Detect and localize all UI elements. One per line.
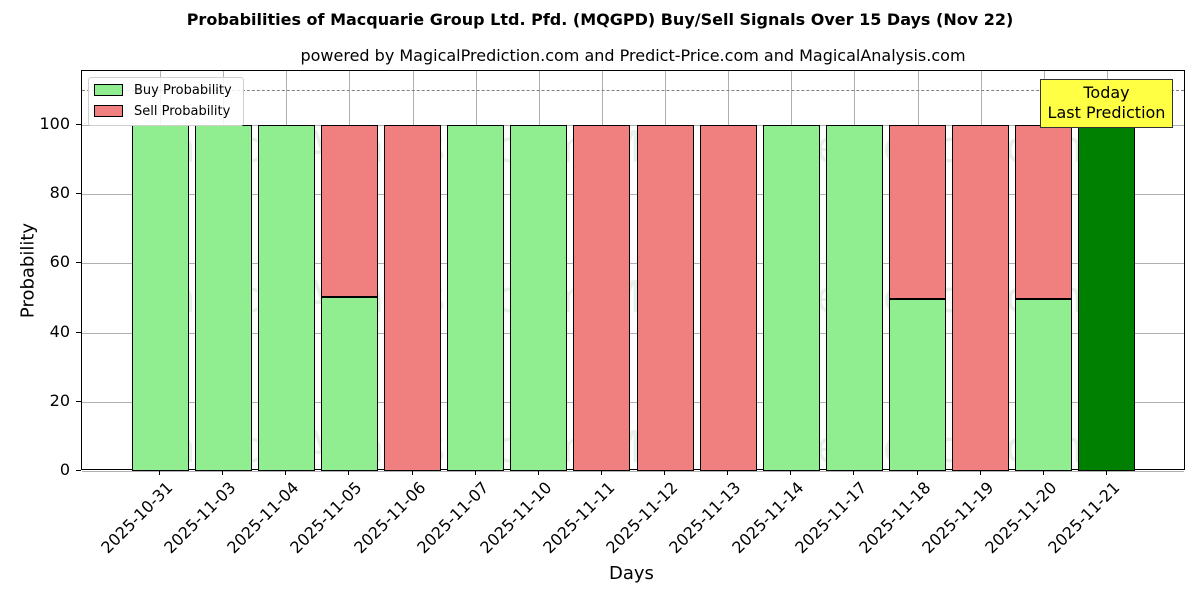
legend: Buy Probability Sell Probability <box>88 77 244 126</box>
x-tick-mark <box>600 470 602 475</box>
x-tick-mark <box>790 470 792 475</box>
bar-buy <box>194 125 252 471</box>
annotation-line2: Last Prediction <box>1047 103 1166 122</box>
x-tick-mark <box>1105 470 1107 475</box>
plot-area: MagicalAnalysis.comMagicalPrediction.com… <box>81 70 1185 473</box>
y-tick-mark <box>76 124 81 125</box>
bar-buy <box>257 125 315 471</box>
y-tick-mark <box>76 262 81 264</box>
x-tick-mark <box>474 470 476 475</box>
y-tick-label: 0 <box>59 460 70 479</box>
bar-sell <box>889 125 947 300</box>
legend-item-buy: Buy Probability <box>93 81 232 99</box>
x-tick-mark <box>979 470 981 475</box>
legend-sell-label: Sell Probability <box>134 103 231 119</box>
x-tick-mark <box>537 470 539 475</box>
legend-buy-label: Buy Probability <box>134 82 232 98</box>
y-tick-mark <box>76 400 81 402</box>
y-tick-label: 100 <box>39 114 70 133</box>
x-tick-mark <box>159 470 160 475</box>
grid-line-h <box>82 401 1184 403</box>
bar-sell <box>952 125 1010 471</box>
bar-buy <box>320 296 378 471</box>
y-tick-mark <box>76 470 81 471</box>
y-tick-label: 60 <box>49 252 70 272</box>
bar-buy <box>1015 299 1073 471</box>
y-tick-label: 20 <box>49 390 70 410</box>
bar-today <box>1078 125 1136 471</box>
bar-sell <box>573 125 631 471</box>
bar-buy <box>825 125 883 471</box>
annotation-line1: Today <box>1083 83 1130 102</box>
bar-buy <box>131 125 189 471</box>
x-tick-mark <box>1042 470 1044 475</box>
x-tick-mark <box>411 470 413 475</box>
x-tick-mark <box>916 470 918 475</box>
y-axis-label: Probability <box>17 222 39 319</box>
y-tick-mark <box>76 331 81 333</box>
x-tick-mark <box>348 470 350 475</box>
y-tick-label: 40 <box>49 321 70 341</box>
x-tick-mark <box>222 470 224 475</box>
sell-swatch-icon <box>94 105 123 117</box>
grid-line-h <box>82 471 1184 472</box>
buy-swatch-icon <box>94 84 123 96</box>
bar-buy <box>762 125 820 471</box>
x-axis-label: Days <box>609 563 654 584</box>
bar-buy <box>510 125 568 471</box>
bar-sell <box>1015 125 1073 300</box>
x-tick-mark <box>664 470 666 475</box>
bar-sell <box>320 125 378 297</box>
grid-line-h <box>82 125 1184 126</box>
bar-sell <box>384 125 442 471</box>
legend-item-sell: Sell Probability <box>93 102 230 120</box>
bar-buy <box>447 125 505 471</box>
chart-subtitle: powered by MagicalPrediction.com and Pre… <box>300 46 966 65</box>
y-tick-label: 80 <box>49 183 70 203</box>
grid-line-h <box>82 332 1184 334</box>
bar-sell <box>636 125 694 471</box>
reference-line <box>82 89 1184 91</box>
today-annotation: Today Last Prediction <box>1040 79 1173 128</box>
chart-title: Probabilities of Macquarie Group Ltd. Pf… <box>186 10 1014 29</box>
bar-sell <box>699 125 757 471</box>
x-tick-mark <box>853 470 855 475</box>
x-tick-mark <box>285 470 287 475</box>
grid-line-h <box>82 263 1184 265</box>
bar-buy <box>889 299 947 471</box>
grid-line-h <box>82 194 1184 196</box>
y-tick-mark <box>76 193 81 195</box>
x-tick-mark <box>727 470 729 475</box>
